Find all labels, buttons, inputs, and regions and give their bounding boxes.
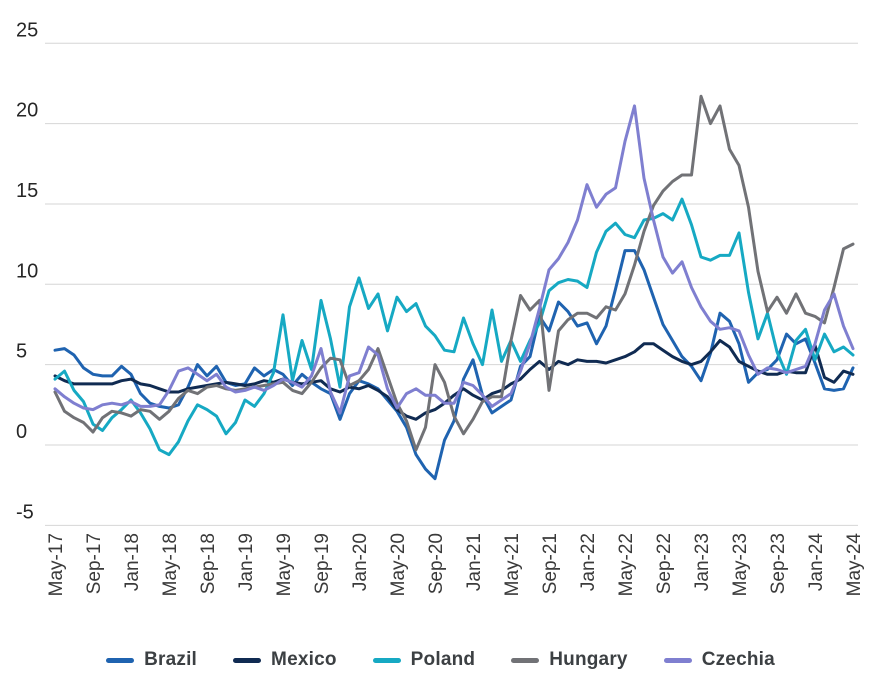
legend-item-hungary: Hungary (511, 649, 627, 671)
x-axis-label-Sep-23: Sep-23 (768, 533, 789, 594)
chart-legend: Brazil Mexico Poland Hungary Czechia (0, 638, 881, 682)
line-mexico (53, 339, 855, 421)
line-poland (53, 197, 855, 457)
x-axis-label-Jan-19: Jan-19 (236, 533, 257, 591)
x-axis-label-May-24: May-24 (844, 533, 865, 597)
x-axis-label-Jan-23: Jan-23 (692, 533, 713, 591)
x-axis-label-May-20: May-20 (388, 533, 409, 596)
legend-swatch-poland (372, 657, 401, 663)
x-axis-label-Sep-22: Sep-22 (654, 533, 675, 594)
legend-label-mexico: Mexico (271, 649, 337, 670)
x-axis-label-Jan-22: Jan-22 (578, 533, 599, 591)
line-czechia (53, 104, 855, 415)
y-axis-label-10: 10 (16, 260, 38, 282)
legend-swatch-brazil (106, 657, 135, 663)
legend-label-poland: Poland (410, 649, 476, 670)
legend-swatch-czechia (663, 657, 692, 663)
legend-item-czechia: Czechia (663, 649, 775, 671)
y-axis-label-15: 15 (16, 180, 38, 202)
legend-item-poland: Poland (372, 649, 476, 671)
legend-label-brazil: Brazil (144, 649, 198, 670)
y-axis-label--5: -5 (16, 501, 34, 523)
x-axis-label-Sep-18: Sep-18 (198, 533, 219, 594)
line-chart-canvas: 25 20 15 10 5 0 -5 May-17 Sep-17 Jan-18 May-18 Sep-… (16, 19, 865, 597)
y-axis-label-25: 25 (16, 19, 38, 41)
legend-item-mexico: Mexico (233, 649, 337, 671)
x-axis-label-Jan-21: Jan-21 (464, 533, 485, 591)
x-axis-label-Jan-18: Jan-18 (122, 533, 143, 591)
x-axis-label-May-17: May-17 (46, 533, 67, 596)
x-axis-label-Sep-19: Sep-19 (312, 533, 333, 594)
legend-swatch-hungary (511, 657, 540, 663)
legend-label-czechia: Czechia (701, 649, 775, 670)
y-axis-label-5: 5 (16, 341, 27, 363)
x-axis-label-May-22: May-22 (616, 533, 637, 596)
x-axis-label-Jan-20: Jan-20 (350, 533, 371, 591)
x-axis-label-May-23: May-23 (730, 533, 751, 596)
x-axis-label-Jan-24: Jan-24 (806, 533, 827, 592)
y-axis-label-0: 0 (16, 421, 27, 443)
x-axis-label-May-18: May-18 (160, 533, 181, 596)
x-axis-label-Sep-17: Sep-17 (84, 533, 105, 594)
x-axis-label-May-19: May-19 (274, 533, 295, 596)
x-axis-label-Sep-20: Sep-20 (426, 533, 447, 594)
line-hungary (53, 94, 855, 452)
line-brazil (53, 249, 855, 481)
legend-swatch-mexico (233, 657, 262, 663)
x-axis-label-Sep-21: Sep-21 (540, 533, 561, 594)
y-axis-label-20: 20 (16, 100, 38, 122)
legend-item-brazil: Brazil (106, 649, 197, 671)
legend-label-hungary: Hungary (549, 649, 628, 670)
x-axis-label-May-21: May-21 (502, 533, 523, 596)
